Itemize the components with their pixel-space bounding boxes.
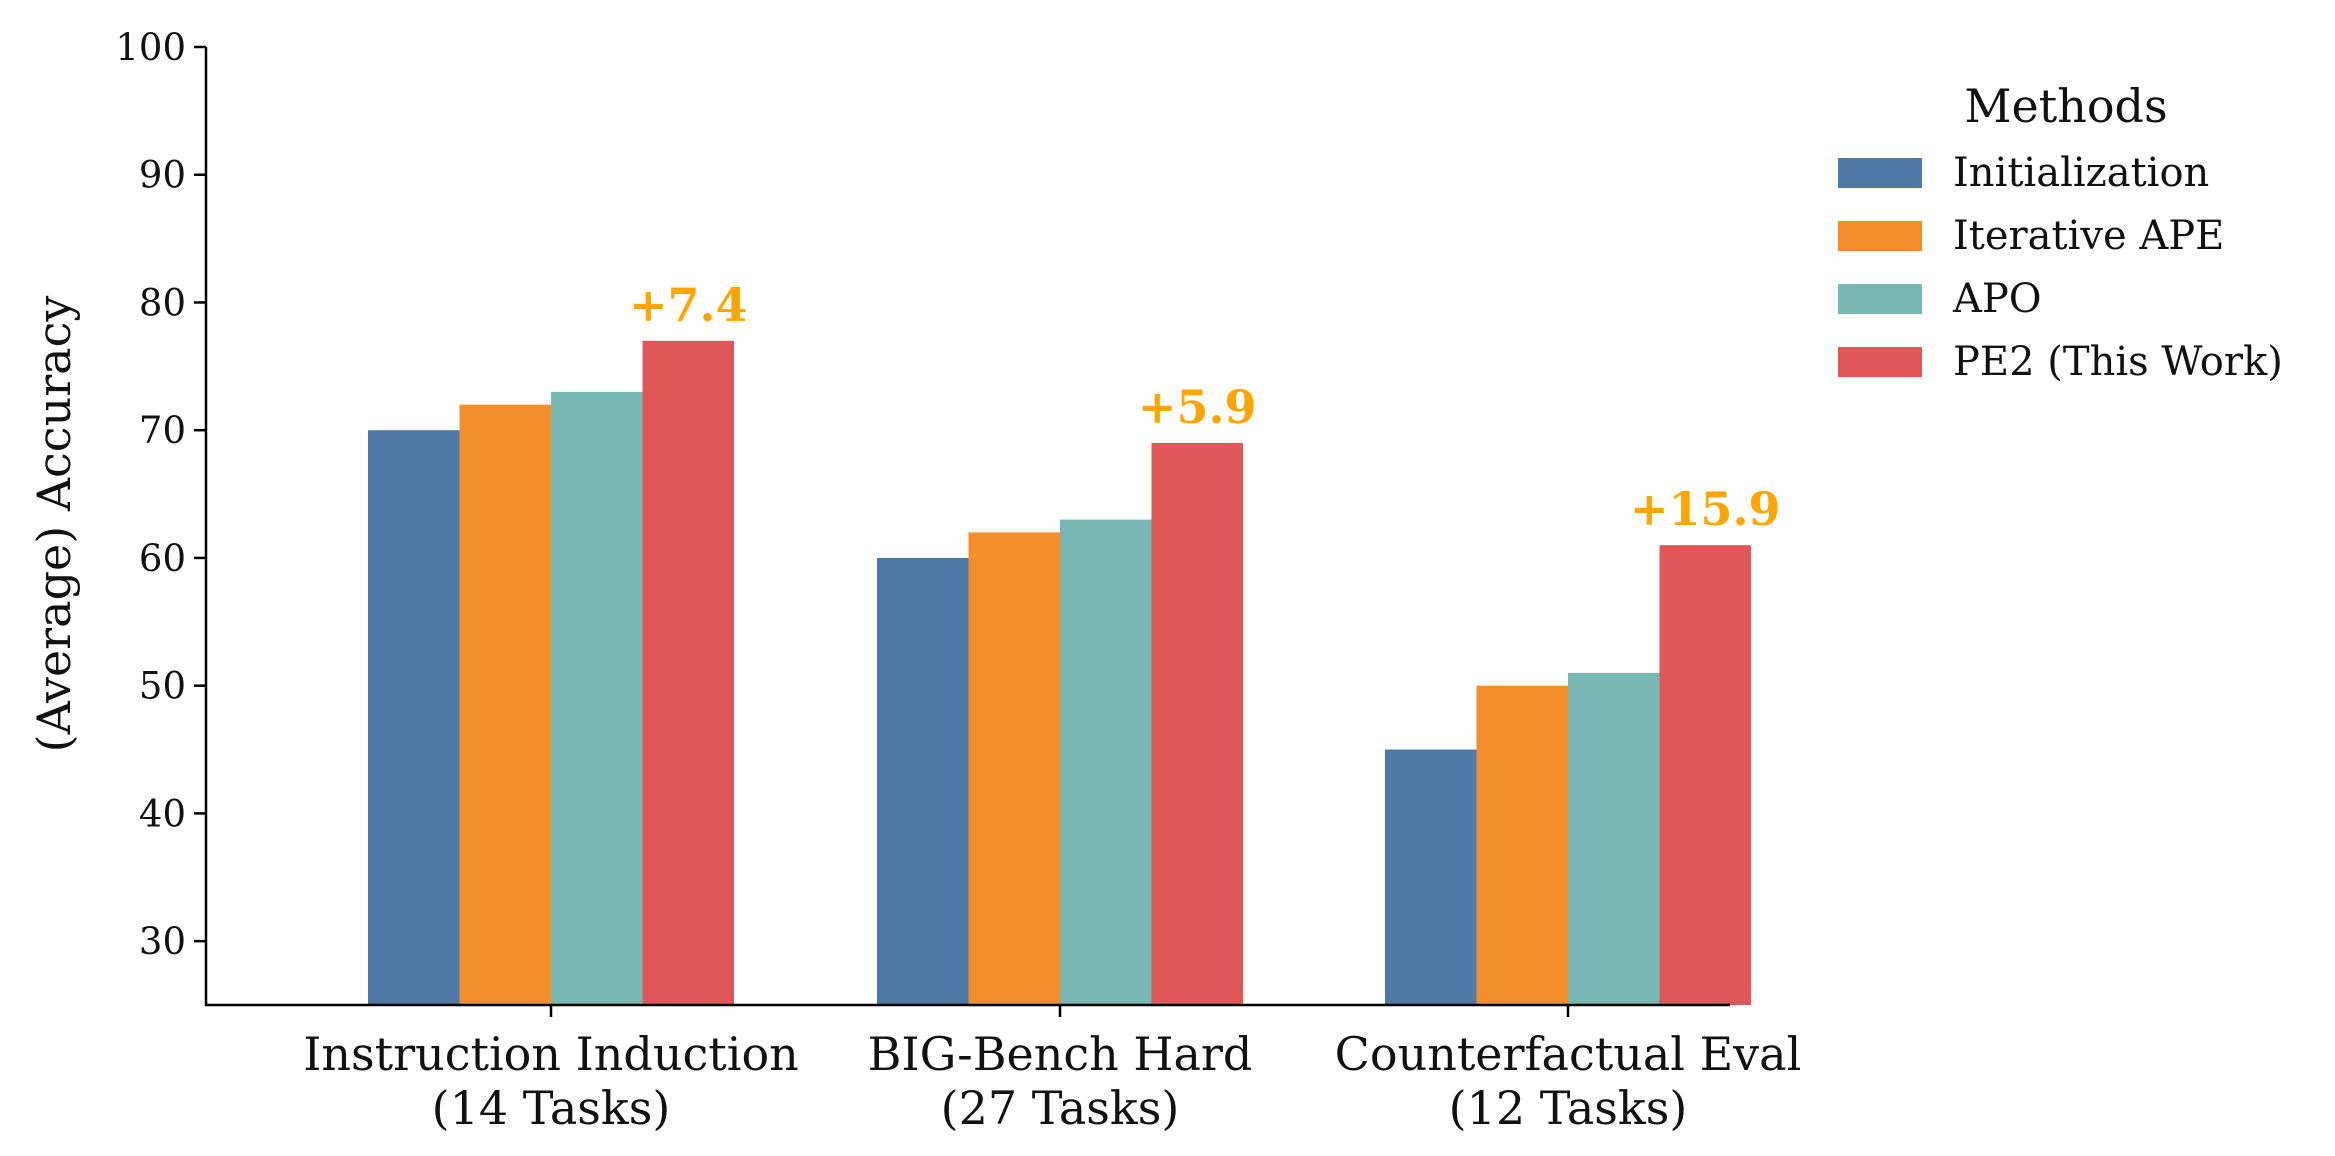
improvement-annotation-2: +15.9 xyxy=(1630,482,1781,536)
improvement-annotation-1: +5.9 xyxy=(1138,380,1257,434)
legend-title: Methods xyxy=(1964,79,2167,133)
y-axis-label: (Average) Accuracy xyxy=(27,296,81,753)
annotations-layer: +7.4 +5.9 +15.9 xyxy=(629,278,1781,536)
bar-pe2-this-work-2 xyxy=(1659,545,1751,1005)
bar-iterative-ape-1 xyxy=(968,532,1060,1005)
bar-pe2-this-work-1 xyxy=(1151,442,1243,1005)
bar-initialization-2 xyxy=(1385,749,1477,1005)
y-tick-label-60: 60 xyxy=(139,537,186,580)
bars-layer xyxy=(368,340,1751,1006)
axes-layer: 30 40 50 60 70 80 90 100 Instruction Induction (1… xyxy=(27,26,1801,1135)
legend-swatch-apo xyxy=(1838,284,1922,314)
legend: Methods Initialization Iterative APE APO PE2… xyxy=(1838,79,2283,385)
legend-label-pe2-this-work: PE2 (This Work) xyxy=(1953,339,2283,385)
bar-apo-2 xyxy=(1568,672,1660,1005)
bar-initialization-0 xyxy=(368,430,460,1005)
bar-pe2-this-work-0 xyxy=(642,340,734,1006)
category-label-2: Counterfactual Eval (12 Tasks) xyxy=(1335,1027,1802,1135)
bar-iterative-ape-0 xyxy=(459,404,551,1005)
y-tick-label-40: 40 xyxy=(139,792,186,835)
y-tick-label-30: 30 xyxy=(139,920,186,963)
bar-apo-1 xyxy=(1060,519,1152,1005)
bar-initialization-1 xyxy=(877,557,969,1005)
legend-swatch-initialization xyxy=(1838,158,1922,188)
y-tick-label-70: 70 xyxy=(139,409,186,452)
y-tick-label-50: 50 xyxy=(139,665,186,708)
bar-apo-0 xyxy=(551,391,643,1005)
y-tick-label-80: 80 xyxy=(139,281,186,324)
y-tick-label-90: 90 xyxy=(139,154,186,197)
legend-label-initialization: Initialization xyxy=(1953,150,2209,196)
bar-iterative-ape-2 xyxy=(1476,685,1568,1005)
y-tick-label-100: 100 xyxy=(115,26,186,69)
legend-swatch-iterative-ape xyxy=(1838,221,1922,251)
improvement-annotation-0: +7.4 xyxy=(629,278,748,332)
legend-label-iterative-ape: Iterative APE xyxy=(1953,213,2224,259)
category-label-1: BIG-Bench Hard (27 Tasks) xyxy=(868,1027,1253,1135)
legend-swatch-pe2-this-work xyxy=(1838,347,1922,377)
category-label-0: Instruction Induction (14 Tasks) xyxy=(303,1027,799,1135)
legend-label-apo: APO xyxy=(1952,276,2042,322)
